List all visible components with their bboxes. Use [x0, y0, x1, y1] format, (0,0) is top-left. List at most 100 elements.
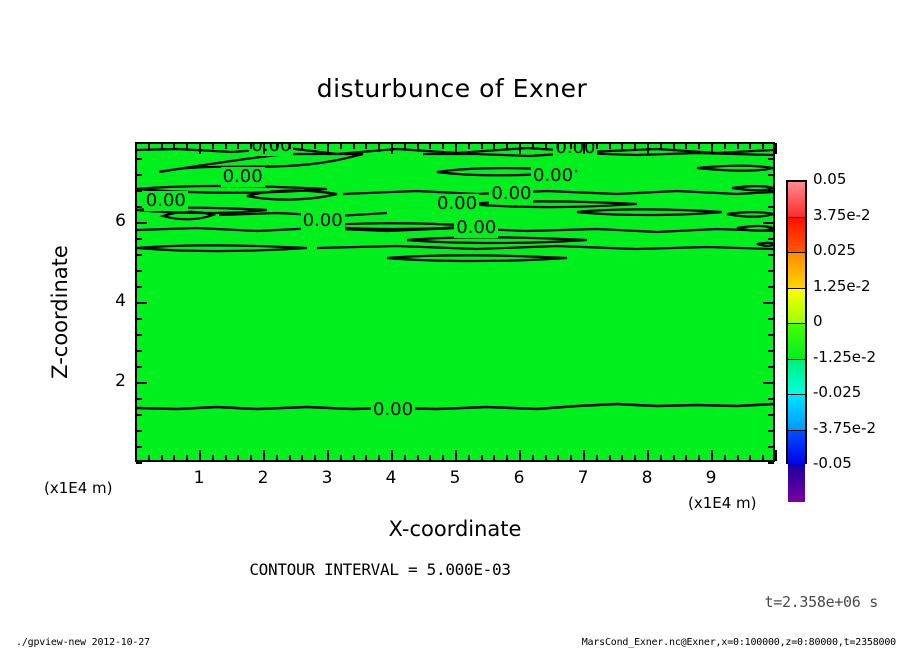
x-minor-tick [468, 455, 470, 461]
x-minor-tick-top [493, 143, 495, 149]
page-title: disturbunce of Exner [316, 74, 588, 103]
contour-label: 0.00 [489, 182, 534, 204]
y-minor-tick-right [768, 206, 774, 208]
x-minor-tick-top [737, 143, 739, 149]
y-minor-tick [136, 430, 142, 432]
x-minor-tick [404, 455, 406, 461]
y-minor-tick-right [768, 254, 774, 256]
footer-source-text: MarsCond_Exner.nc@Exner,x=0:100000,z=0:8… [581, 637, 897, 648]
x-major-tick-top [199, 143, 201, 154]
colorbar-tick-label: -3.75e-2 [813, 418, 876, 437]
y-minor-tick [136, 158, 142, 160]
x-minor-tick-top [276, 143, 278, 149]
x-minor-tick-top [442, 143, 444, 149]
x-major-tick [647, 450, 649, 461]
x-minor-tick [161, 455, 163, 461]
x-minor-tick-top [557, 143, 559, 149]
y-tick-label: 2 [115, 371, 126, 391]
x-minor-tick-top [135, 143, 137, 149]
y-minor-tick-right [768, 270, 774, 272]
y-minor-tick-right [768, 414, 774, 416]
x-tick-label: 1 [193, 468, 205, 488]
x-minor-tick-top [429, 143, 431, 149]
x-major-tick [583, 450, 585, 461]
y-minor-tick [136, 142, 142, 144]
x-minor-tick [353, 455, 355, 461]
y-tick-label: 6 [115, 211, 126, 231]
colorbar-tick-label: 0.025 [813, 241, 856, 259]
colorbar-band [788, 288, 805, 324]
y-minor-tick-right [768, 142, 774, 144]
x-minor-tick [685, 455, 687, 461]
colorbar[interactable] [786, 180, 807, 502]
x-major-tick [327, 450, 329, 461]
x-minor-tick-top [634, 143, 636, 149]
x-minor-tick [506, 455, 508, 461]
y-major-tick [136, 382, 147, 384]
x-minor-tick [417, 455, 419, 461]
colorbar-tick-label: -1.25e-2 [813, 347, 876, 366]
x-major-tick-top [391, 143, 393, 154]
x-minor-tick [532, 455, 534, 461]
x-minor-tick [545, 455, 547, 461]
colorbar-band [788, 359, 805, 395]
x-minor-tick [749, 455, 751, 461]
x-minor-tick-top [212, 143, 214, 149]
x-minor-tick-top [378, 143, 380, 149]
x-minor-tick-top [417, 143, 419, 149]
x-major-tick-top [455, 143, 457, 154]
colorbar-band [788, 324, 805, 360]
colorbar-tick-label: -0.05 [813, 454, 852, 472]
y-minor-tick [136, 414, 142, 416]
x-axis-unit-left: (x1E4 m) [44, 479, 113, 497]
x-minor-tick-top [148, 143, 150, 149]
x-minor-tick-top [673, 143, 675, 149]
x-minor-tick-top [161, 143, 163, 149]
x-minor-tick [148, 455, 150, 461]
x-major-tick-top [519, 143, 521, 154]
y-minor-tick [136, 206, 142, 208]
x-minor-tick-top [353, 143, 355, 149]
x-tick-label: 5 [449, 468, 461, 488]
x-minor-tick [762, 455, 764, 461]
x-minor-tick [186, 455, 188, 461]
y-minor-tick-right [768, 158, 774, 160]
x-minor-tick [365, 455, 367, 461]
y-minor-tick-right [768, 430, 774, 432]
x-minor-tick-top [340, 143, 342, 149]
colorbar-band [788, 466, 805, 502]
x-tick-label: 7 [577, 468, 589, 488]
x-major-tick [455, 450, 457, 461]
x-major-tick [519, 450, 521, 461]
colorbar-tick-label: 0 [813, 312, 823, 330]
y-minor-tick-right [768, 366, 774, 368]
y-minor-tick-right [768, 446, 774, 448]
x-minor-tick [621, 455, 623, 461]
x-tick-label: 8 [641, 468, 653, 488]
contour-plot-area[interactable]: 0.00 0.00 0.00 0.00 0.00 0.00 0.00 0.00 0.00 0.00 [135, 142, 775, 462]
x-minor-tick-top [762, 143, 764, 149]
x-minor-tick-top [749, 143, 751, 149]
x-minor-tick [724, 455, 726, 461]
x-major-tick [775, 450, 777, 461]
contour-label: 0.00 [371, 398, 416, 420]
colorbar-band [788, 430, 805, 466]
x-major-tick-top [327, 143, 329, 154]
y-minor-tick [136, 174, 142, 176]
x-minor-tick [493, 455, 495, 461]
contour-label: 0.00 [300, 210, 345, 231]
x-minor-tick-top [596, 143, 598, 149]
x-minor-tick [557, 455, 559, 461]
colorbar-band [788, 253, 805, 289]
colorbar-tick-label: -0.025 [813, 383, 862, 401]
x-minor-tick-top [698, 143, 700, 149]
x-minor-tick-top [173, 143, 175, 149]
y-minor-tick [136, 238, 142, 240]
y-major-tick-right [763, 382, 774, 384]
y-minor-tick [136, 190, 142, 192]
contour-lines [137, 144, 773, 460]
colorbar-band [788, 182, 805, 218]
x-tick-label: 6 [513, 468, 525, 488]
y-minor-tick [136, 318, 142, 320]
x-minor-tick [276, 455, 278, 461]
